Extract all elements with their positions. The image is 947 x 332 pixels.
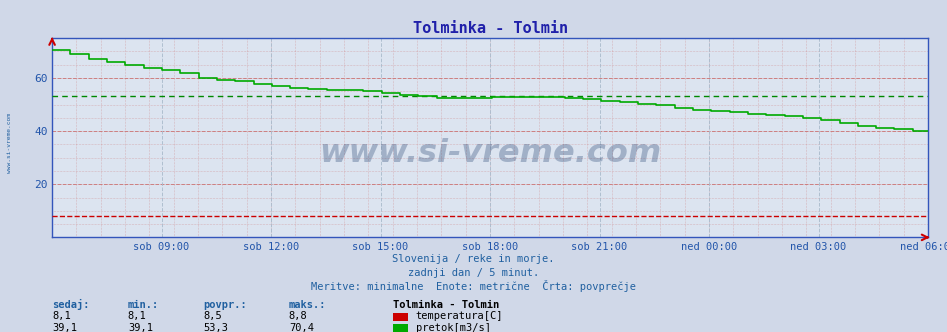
Text: 8,1: 8,1: [128, 311, 147, 321]
Text: pretok[m3/s]: pretok[m3/s]: [416, 323, 491, 332]
Text: 53,3: 53,3: [204, 323, 228, 332]
Text: Meritve: minimalne  Enote: metrične  Črta: povprečje: Meritve: minimalne Enote: metrične Črta:…: [311, 280, 636, 292]
Text: Tolminka - Tolmin: Tolminka - Tolmin: [393, 300, 499, 310]
Text: min.:: min.:: [128, 300, 159, 310]
Text: maks.:: maks.:: [289, 300, 327, 310]
Text: povpr.:: povpr.:: [204, 300, 247, 310]
Text: 70,4: 70,4: [289, 323, 313, 332]
Text: temperatura[C]: temperatura[C]: [416, 311, 503, 321]
Text: 39,1: 39,1: [128, 323, 152, 332]
Text: 8,5: 8,5: [204, 311, 223, 321]
Title: Tolminka - Tolmin: Tolminka - Tolmin: [413, 21, 567, 36]
Text: 8,8: 8,8: [289, 311, 308, 321]
Text: www.si-vreme.com: www.si-vreme.com: [319, 138, 661, 169]
Text: Slovenija / reke in morje.: Slovenija / reke in morje.: [392, 254, 555, 264]
Text: zadnji dan / 5 minut.: zadnji dan / 5 minut.: [408, 268, 539, 278]
Text: 8,1: 8,1: [52, 311, 71, 321]
Text: www.si-vreme.com: www.si-vreme.com: [7, 113, 12, 173]
Text: sedaj:: sedaj:: [52, 299, 90, 310]
Text: 39,1: 39,1: [52, 323, 77, 332]
